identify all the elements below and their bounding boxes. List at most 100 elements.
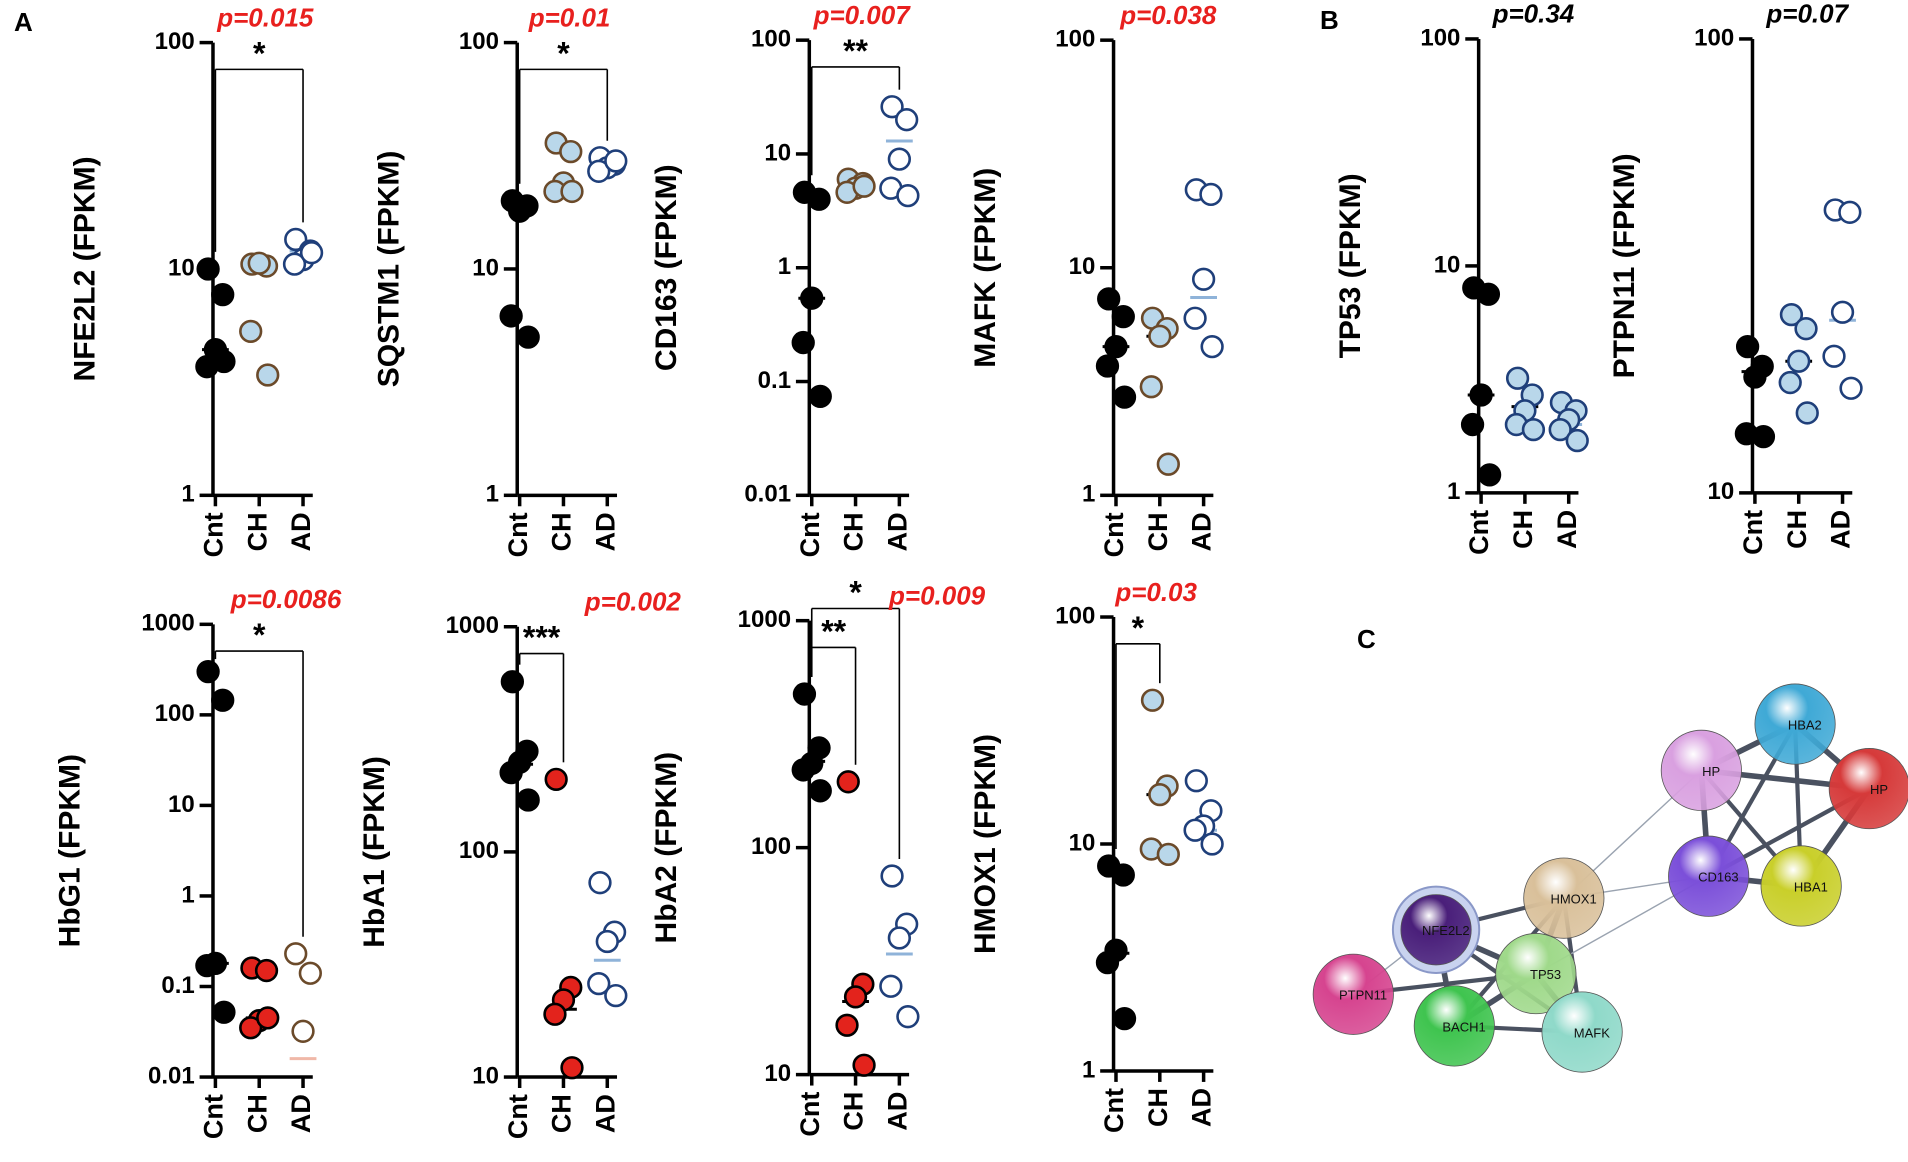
data-point bbox=[1148, 782, 1172, 807]
data-point bbox=[508, 199, 532, 223]
network-node bbox=[1660, 729, 1742, 811]
data-point bbox=[1139, 375, 1163, 399]
data-point bbox=[499, 760, 523, 785]
significance-label: * bbox=[557, 35, 570, 71]
y-tick-label: 10 bbox=[1434, 251, 1461, 278]
data-point bbox=[1156, 842, 1180, 867]
data-point bbox=[1751, 425, 1776, 449]
x-tick-label: Cnt bbox=[1099, 1088, 1129, 1133]
y-tick-label: 1 bbox=[1447, 478, 1460, 505]
x-tick-label: CH bbox=[839, 512, 869, 551]
data-point bbox=[1148, 324, 1172, 348]
data-point bbox=[1476, 282, 1501, 306]
data-point bbox=[807, 187, 831, 211]
x-tick-label: AD bbox=[286, 512, 316, 551]
data-point bbox=[1200, 832, 1224, 856]
data-point bbox=[595, 929, 619, 954]
x-tick-label: Cnt bbox=[1738, 510, 1768, 555]
network-node bbox=[1400, 894, 1472, 966]
x-tick-label: Cnt bbox=[795, 1092, 825, 1137]
data-point bbox=[1469, 383, 1493, 407]
y-axis-label: NFE2L2 (FPKM) bbox=[68, 156, 101, 381]
x-tick-label: AD bbox=[882, 1092, 912, 1131]
y-tick-label: 1 bbox=[181, 481, 194, 508]
y-tick-label: 1000 bbox=[446, 612, 499, 639]
y-tick-label: 1 bbox=[181, 881, 194, 908]
data-point bbox=[544, 767, 568, 791]
y-tick-label: 1 bbox=[778, 253, 791, 280]
p-value: p=0.015 bbox=[216, 2, 314, 32]
y-tick-label: 0.1 bbox=[758, 367, 791, 394]
p-value: p=0.01 bbox=[528, 2, 611, 32]
data-point bbox=[1112, 385, 1137, 409]
x-tick-label: AD bbox=[590, 512, 620, 551]
data-point bbox=[895, 108, 919, 132]
significance-label: * bbox=[849, 575, 862, 611]
data-point bbox=[1795, 401, 1819, 425]
y-tick-label: 10 bbox=[1708, 478, 1735, 505]
x-tick-label: Cnt bbox=[1099, 512, 1129, 557]
y-axis-label: MAFK (FPKM) bbox=[969, 168, 1002, 368]
node-label: HP bbox=[1702, 764, 1720, 779]
x-tick-label: Cnt bbox=[503, 512, 533, 557]
y-tick-label: 100 bbox=[1420, 24, 1460, 51]
x-tick-label: AD bbox=[1187, 1088, 1217, 1127]
significance-label: *** bbox=[523, 620, 561, 656]
significance-label: * bbox=[253, 35, 266, 71]
x-tick-label: CH bbox=[1143, 1088, 1173, 1127]
data-point bbox=[1156, 452, 1180, 476]
data-point bbox=[1095, 354, 1120, 378]
x-tick-label: CH bbox=[547, 1094, 577, 1133]
network-node bbox=[1668, 835, 1750, 917]
data-point bbox=[1794, 317, 1818, 341]
node-label: NFE2L2 bbox=[1422, 923, 1470, 938]
data-point bbox=[500, 670, 525, 694]
y-tick-label: 100 bbox=[459, 28, 499, 55]
data-point bbox=[239, 1016, 263, 1040]
y-tick-label: 1 bbox=[1082, 481, 1095, 508]
x-tick-label: Cnt bbox=[1464, 510, 1494, 555]
y-tick-label: 10 bbox=[764, 139, 791, 166]
x-tick-label: AD bbox=[590, 1094, 620, 1133]
data-point bbox=[1140, 688, 1165, 712]
y-tick-label: 1 bbox=[1082, 1056, 1095, 1083]
y-tick-label: 1000 bbox=[738, 606, 791, 633]
data-point bbox=[256, 363, 280, 387]
data-point bbox=[560, 1056, 584, 1080]
y-tick-label: 10 bbox=[168, 791, 195, 818]
data-point bbox=[212, 349, 236, 374]
data-point bbox=[195, 953, 219, 978]
y-tick-label: 100 bbox=[155, 28, 195, 55]
data-point bbox=[1095, 951, 1120, 975]
data-point bbox=[1735, 334, 1760, 359]
data-point bbox=[1521, 417, 1546, 442]
node-label: TP53 bbox=[1530, 967, 1561, 982]
data-point bbox=[791, 330, 815, 355]
data-point bbox=[1838, 200, 1862, 224]
x-tick-label: AD bbox=[1826, 510, 1856, 549]
data-point bbox=[604, 149, 628, 173]
x-tick-label: CH bbox=[242, 512, 272, 551]
data-point bbox=[1199, 182, 1223, 207]
data-point bbox=[887, 147, 912, 171]
y-axis-label: HMOX1 (FPKM) bbox=[969, 734, 1002, 954]
y-axis-label: PTPN11 (FPKM) bbox=[1608, 153, 1641, 378]
y-tick-label: 100 bbox=[1055, 602, 1095, 629]
data-point bbox=[587, 971, 611, 996]
y-tick-label: 0.01 bbox=[148, 1062, 195, 1089]
p-value: p=0.34 bbox=[1492, 0, 1575, 29]
data-point bbox=[1839, 376, 1863, 400]
data-point bbox=[808, 779, 832, 803]
significance-label: ** bbox=[843, 33, 868, 69]
x-tick-label: AD bbox=[1552, 510, 1582, 549]
data-point bbox=[800, 286, 824, 310]
data-point bbox=[1548, 417, 1572, 442]
data-point bbox=[256, 1006, 280, 1030]
data-point bbox=[896, 184, 920, 208]
data-point bbox=[1565, 428, 1589, 453]
x-tick-label: CH bbox=[1508, 510, 1538, 549]
data-point bbox=[880, 95, 904, 119]
data-point bbox=[196, 257, 220, 281]
p-value: p=0.07 bbox=[1765, 0, 1849, 29]
